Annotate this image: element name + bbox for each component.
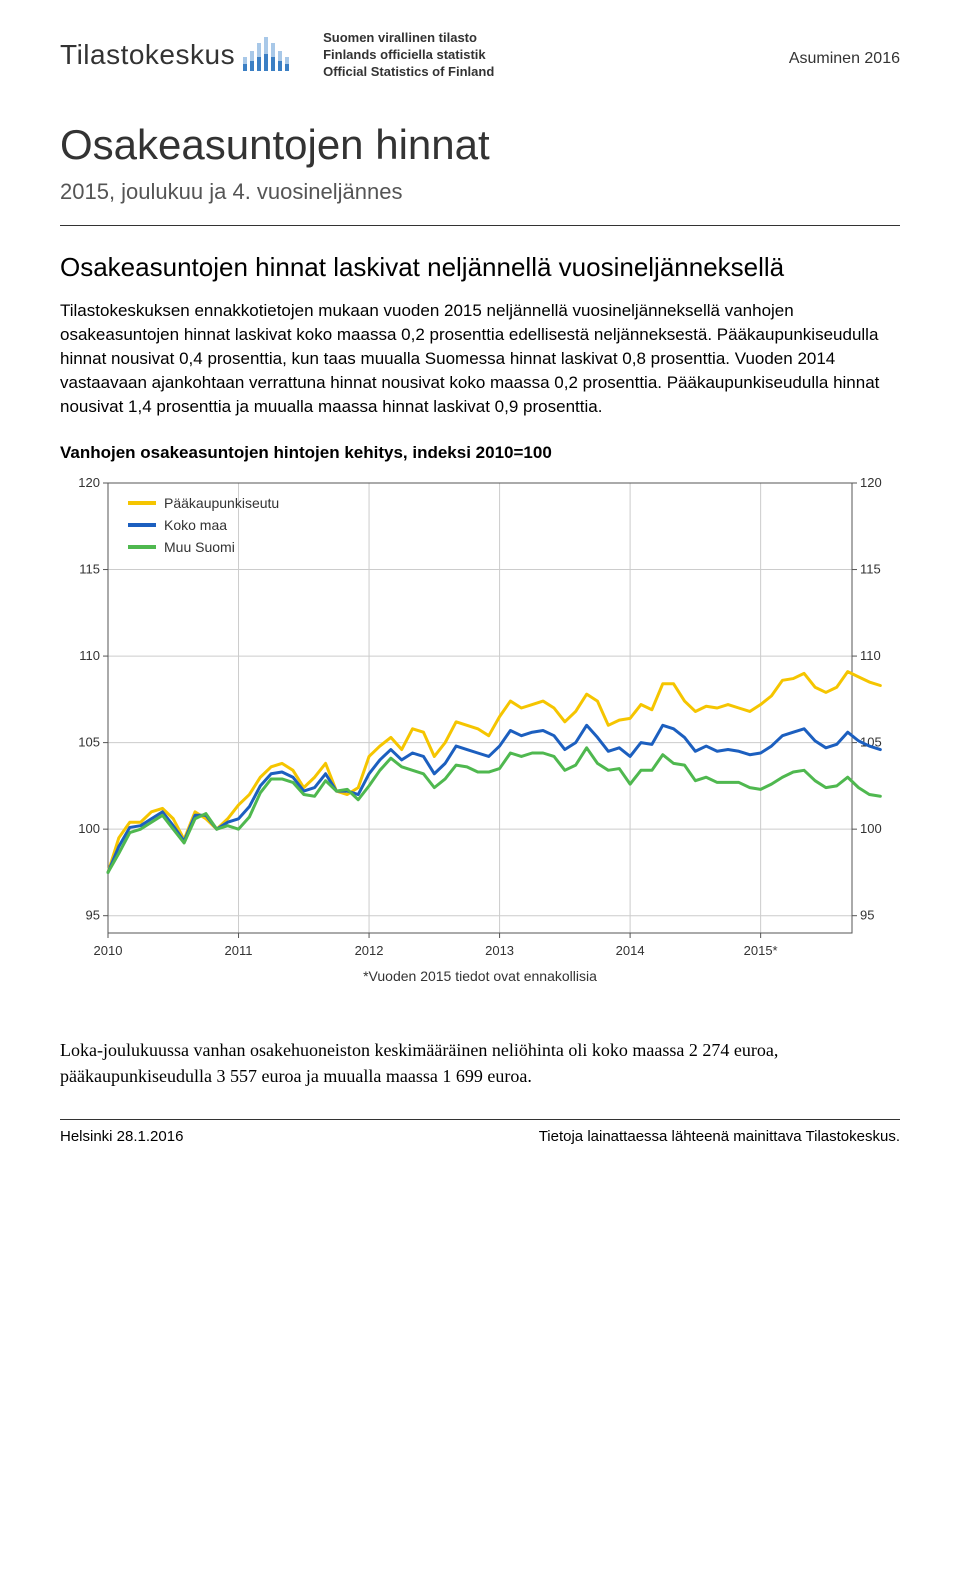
svg-text:2015*: 2015* (744, 943, 778, 958)
svg-text:2012: 2012 (355, 943, 384, 958)
svg-text:110: 110 (79, 649, 100, 664)
closing-paragraph: Loka-joulukuussa vanhan osakehuoneiston … (60, 1038, 900, 1088)
svg-text:110: 110 (860, 649, 881, 664)
svg-text:Muu Suomi: Muu Suomi (164, 539, 235, 555)
page-header: Tilastokeskus Suomen virallinen tilasto … (60, 30, 900, 81)
official-stats-label: Suomen virallinen tilasto Finlands offic… (323, 30, 494, 81)
svg-text:2014: 2014 (616, 943, 645, 958)
svg-text:95: 95 (86, 908, 100, 923)
document-subtitle: 2015, joulukuu ja 4. vuosineljännes (60, 179, 900, 205)
tilastokeskus-logo: Tilastokeskus (60, 31, 293, 80)
svg-text:100: 100 (860, 822, 882, 837)
official-line-sv: Finlands officiella statistik (323, 47, 494, 64)
svg-text:115: 115 (79, 562, 100, 577)
footer-attribution: Tietoja lainattaessa lähteenä mainittava… (539, 1128, 900, 1145)
svg-text:100: 100 (78, 822, 100, 837)
category-label: Asuminen 2016 (789, 30, 900, 68)
svg-text:95: 95 (860, 908, 874, 923)
section-heading: Osakeasuntojen hinnat laskivat neljännel… (60, 251, 900, 285)
body-paragraph: Tilastokeskuksen ennakkotietojen mukaan … (60, 299, 900, 418)
svg-text:120: 120 (78, 475, 100, 490)
svg-text:2011: 2011 (225, 943, 253, 958)
official-line-en: Official Statistics of Finland (323, 64, 494, 81)
divider (60, 225, 900, 226)
chart-title: Vanhojen osakeasuntojen hintojen kehitys… (60, 443, 900, 463)
svg-text:120: 120 (860, 475, 882, 490)
svg-text:Pääkaupunkiseutu: Pääkaupunkiseutu (164, 495, 279, 511)
svg-text:105: 105 (78, 735, 100, 750)
footer-date: Helsinki 28.1.2016 (60, 1128, 183, 1145)
official-line-fi: Suomen virallinen tilasto (323, 30, 494, 47)
logo-block: Tilastokeskus Suomen virallinen tilasto … (60, 30, 494, 81)
svg-text:*Vuoden 2015 tiedot ovat ennak: *Vuoden 2015 tiedot ovat ennakollisia (363, 968, 597, 984)
logo-text: Tilastokeskus (60, 39, 235, 71)
price-index-chart: 9595100100105105110110115115120120201020… (60, 473, 900, 998)
svg-text:115: 115 (860, 562, 881, 577)
svg-text:2010: 2010 (94, 943, 123, 958)
document-title: Osakeasuntojen hinnat (60, 121, 900, 169)
svg-text:Koko maa: Koko maa (164, 517, 227, 533)
page-footer: Helsinki 28.1.2016 Tietoja lainattaessa … (60, 1119, 900, 1145)
logo-bars-icon (243, 31, 293, 80)
svg-text:2013: 2013 (485, 943, 514, 958)
